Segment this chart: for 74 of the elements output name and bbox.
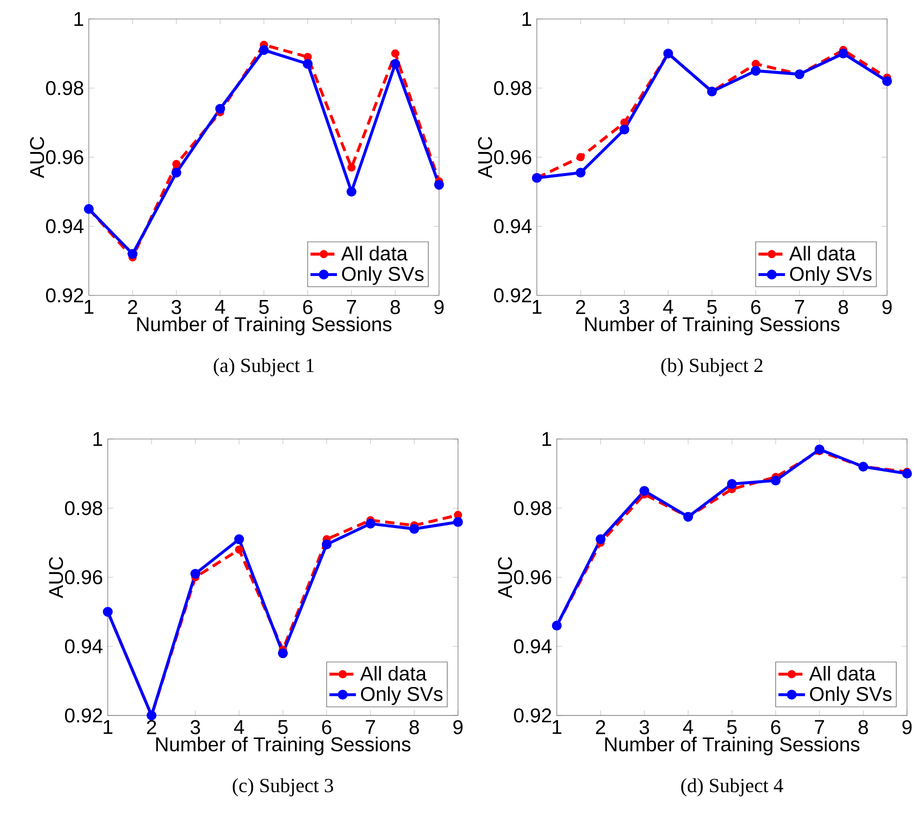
x-tick-label: 8 xyxy=(390,300,400,314)
x-tick-label: 7 xyxy=(814,720,824,734)
y-tick-label: 0.92 xyxy=(514,708,552,722)
y-tick-label: 1 xyxy=(93,432,102,446)
legend-label: Only SVs xyxy=(342,266,424,285)
y-tick-label: 0.98 xyxy=(494,80,532,96)
x-tick-label: 7 xyxy=(366,720,375,734)
x-tick-label: 6 xyxy=(751,300,760,314)
y-tick-label: 0.96 xyxy=(65,570,102,584)
x-tick-label: 8 xyxy=(838,300,848,314)
y-tick-label: 1 xyxy=(522,12,532,26)
y-tick-label: 0.92 xyxy=(65,708,102,722)
x-tick-label: 5 xyxy=(259,300,269,314)
text: (b) Subject 2 xyxy=(661,358,762,376)
x-tick-label: 4 xyxy=(215,300,226,314)
x-axis-title: Number of Training Sessions xyxy=(585,316,840,336)
x-tick-label: 4 xyxy=(683,720,694,734)
x-axis-title: Number of Training Sessions xyxy=(156,736,410,756)
x-tick-label: 9 xyxy=(434,300,444,314)
x-tick-label: 5 xyxy=(278,720,288,734)
x-tick-label: 6 xyxy=(322,720,332,734)
y-tick-label: 0.92 xyxy=(494,288,532,302)
x-tick-label: 2 xyxy=(576,300,586,314)
x-tick-label: 8 xyxy=(410,720,419,734)
x-tick-label: 3 xyxy=(190,720,200,734)
x-axis-title: Number of Training Sessions xyxy=(137,316,392,336)
legend-label: Only SVs xyxy=(790,266,872,285)
legend-label: All data xyxy=(341,246,408,260)
y-tick-label: 0.94 xyxy=(494,219,532,234)
legend-label: All data xyxy=(789,246,856,260)
y-axis-title: AUC xyxy=(48,556,64,598)
y-axis-title: AUC xyxy=(30,136,44,178)
y-axis-title: AUC xyxy=(478,136,492,178)
y-tick-label: 1 xyxy=(74,12,84,26)
y-tick-label: 0.94 xyxy=(65,639,102,654)
legend-label: Only SVs xyxy=(810,686,892,705)
x-tick-label: 2 xyxy=(596,720,606,734)
x-tick-label: 3 xyxy=(172,300,182,314)
y-tick-label: 0.96 xyxy=(494,150,532,164)
x-tick-label: 5 xyxy=(727,720,737,734)
x-axis-title: Number of Training Sessions xyxy=(605,736,860,756)
x-tick-label: 2 xyxy=(147,720,156,734)
y-axis-title: AUC xyxy=(498,556,512,598)
y-tick-label: 0.96 xyxy=(46,150,84,164)
x-tick-label: 9 xyxy=(882,300,892,314)
x-tick-label: 5 xyxy=(707,300,717,314)
x-tick-label: 1 xyxy=(552,720,562,734)
y-tick-label: 0.98 xyxy=(65,500,102,516)
x-tick-label: 4 xyxy=(663,300,674,314)
x-tick-label: 7 xyxy=(794,300,804,314)
legend-label: All data xyxy=(360,666,427,681)
x-tick-label: 6 xyxy=(303,300,312,314)
x-tick-label: 6 xyxy=(771,720,780,734)
y-tick-label: 0.96 xyxy=(514,570,552,584)
legend-label: Only SVs xyxy=(361,686,442,705)
x-tick-label: 4 xyxy=(234,720,244,734)
x-tick-label: 1 xyxy=(104,720,112,734)
y-tick-label: 0.98 xyxy=(514,500,552,516)
y-tick-label: 0.94 xyxy=(46,219,84,234)
x-tick-label: 9 xyxy=(902,720,912,734)
x-tick-label: 8 xyxy=(858,720,868,734)
text: (c) Subject 3 xyxy=(232,778,334,796)
text: (d) Subject 4 xyxy=(681,778,784,796)
text: (a) Subject 1 xyxy=(214,358,314,376)
legend-label: All data xyxy=(809,666,876,681)
y-tick-label: 0.98 xyxy=(46,80,84,96)
y-tick-label: 1 xyxy=(542,432,552,446)
x-tick-label: 9 xyxy=(453,720,463,734)
x-tick-label: 3 xyxy=(640,720,650,734)
x-tick-label: 7 xyxy=(346,300,356,314)
y-tick-label: 0.94 xyxy=(514,639,552,654)
x-tick-label: 2 xyxy=(128,300,138,314)
y-tick-label: 0.92 xyxy=(46,288,84,302)
x-tick-label: 3 xyxy=(620,300,630,314)
